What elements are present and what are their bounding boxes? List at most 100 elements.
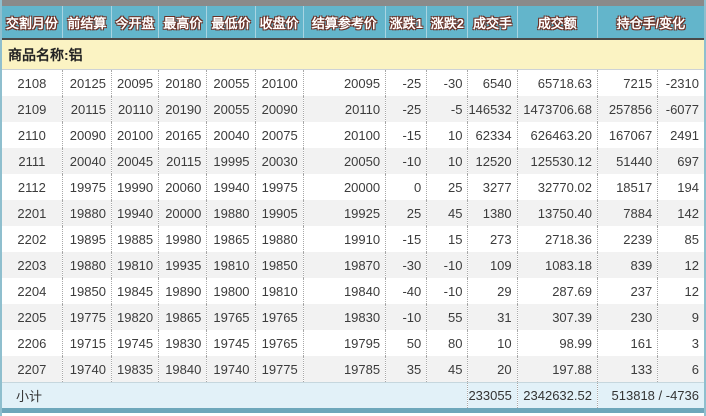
cell-change2: -30 bbox=[426, 69, 468, 96]
cell-settlement_ref: 19785 bbox=[302, 356, 386, 383]
cell-change1: -15 bbox=[385, 122, 427, 148]
table-row[interactable]: 2201 19880 19940 20000 19880 19905 19925 25 45 13… bbox=[2, 200, 704, 226]
column-header-high: 最高价 bbox=[158, 6, 207, 39]
cell-open_interest: 230 bbox=[596, 304, 658, 330]
column-header-volume: 成交手 bbox=[467, 6, 518, 39]
cell-change1: -15 bbox=[385, 226, 427, 252]
cell-turnover: 1083.18 bbox=[516, 252, 598, 278]
cell-prev_settlement: 19880 bbox=[61, 200, 112, 226]
cell-close: 19905 bbox=[254, 200, 304, 226]
cell-low: 19740 bbox=[206, 356, 256, 383]
cell-prev_settlement: 19880 bbox=[61, 252, 112, 278]
cell-turnover: 197.88 bbox=[516, 356, 598, 383]
subtotal-volume: 233055 bbox=[467, 382, 518, 408]
cell-month: 2207 bbox=[2, 356, 63, 383]
cell-prev_settlement: 19740 bbox=[61, 356, 112, 383]
cell-oi_change: 697 bbox=[657, 148, 704, 174]
cell-settlement_ref: 19840 bbox=[302, 278, 386, 304]
cell-month: 2203 bbox=[2, 252, 63, 278]
table-row[interactable]: 2205 19775 19820 19865 19765 19765 19830 -10 55 3… bbox=[2, 304, 704, 330]
cell-volume: 62334 bbox=[467, 122, 518, 148]
product-name-label: 商品名称:铝 bbox=[2, 38, 704, 70]
cell-prev_settlement: 20090 bbox=[61, 122, 112, 148]
cell-settlement_ref: 20095 bbox=[302, 69, 386, 96]
cell-settlement_ref: 20100 bbox=[302, 122, 386, 148]
cell-change2: 25 bbox=[426, 174, 468, 200]
column-header-change2: 涨跌2 bbox=[426, 6, 468, 39]
cell-settlement_ref: 20000 bbox=[302, 174, 386, 200]
cell-open_interest: 839 bbox=[596, 252, 658, 278]
cell-open_interest: 161 bbox=[596, 330, 658, 356]
cell-oi_change: 85 bbox=[657, 226, 704, 252]
cell-month: 2108 bbox=[17, 75, 47, 91]
cell-high: 19935 bbox=[158, 252, 207, 278]
cell-month: 2206 bbox=[17, 335, 47, 351]
column-header-open-interest-change: 持仓手/变化 bbox=[596, 6, 704, 39]
cell-prev_settlement: 20040 bbox=[61, 148, 112, 174]
cell-month: 2112 bbox=[17, 179, 46, 195]
cell-turnover: 32770.02 bbox=[516, 174, 598, 200]
cell-close: 20075 bbox=[254, 122, 304, 148]
column-header-close: 收盘价 bbox=[254, 6, 304, 39]
cell-change2: 10 bbox=[426, 122, 468, 148]
table-row[interactable]: 2112 19975 19990 20060 19940 19975 20000 0 25 327… bbox=[2, 174, 704, 200]
cell-close: 19880 bbox=[254, 226, 304, 252]
cell-low: 19745 bbox=[206, 330, 256, 356]
cell-volume: 10 bbox=[467, 330, 518, 356]
cell-change1: 25 bbox=[385, 200, 427, 226]
cell-high: 20190 bbox=[158, 96, 207, 122]
cell-open_interest: 167067 bbox=[596, 122, 658, 148]
cell-high: 19890 bbox=[158, 278, 207, 304]
cell-open_interest: 133 bbox=[596, 356, 658, 383]
cell-close: 19765 bbox=[254, 330, 304, 356]
cell-oi_change: 194 bbox=[657, 174, 704, 200]
cell-low: 19800 bbox=[206, 278, 256, 304]
table-row[interactable]: 2203 19880 19810 19935 19810 19850 19870 -30 -10… bbox=[2, 252, 704, 278]
cell-high: 20115 bbox=[158, 148, 207, 174]
cell-oi_change: 142 bbox=[657, 200, 704, 226]
table-row[interactable]: 2207 19740 19835 19840 19740 19775 19785 35 45 20… bbox=[2, 356, 704, 383]
table-row[interactable]: 2204 19850 19845 19890 19800 19810 19840 -40 -10… bbox=[2, 278, 704, 304]
cell-low: 20055 bbox=[206, 69, 256, 96]
table-row[interactable]: 2202 19895 19885 19980 19865 19880 19910 -15 15 2… bbox=[2, 226, 704, 252]
table-row[interactable]: 2111 20040 20045 20115 19995 20030 20050 -10 10 1… bbox=[2, 148, 704, 174]
cell-oi_change: 12 bbox=[657, 278, 704, 304]
subtotal-row: 小计 233055 2342632.52 513818 / -4736 bbox=[2, 382, 704, 408]
cell-change1: -30 bbox=[385, 252, 427, 278]
cell-change1: -10 bbox=[385, 304, 427, 330]
table-row[interactable]: 2110 20090 20100 20165 20040 20075 20100 -15 10 6… bbox=[2, 122, 704, 148]
cell-month: 2205 bbox=[2, 304, 63, 330]
cell-settlement_ref: 20050 bbox=[302, 148, 386, 174]
cell-high: 19980 bbox=[158, 226, 207, 252]
cell-open: 20110 bbox=[110, 96, 159, 122]
cell-month: 2111 bbox=[2, 148, 63, 174]
cell-turnover: 13750.40 bbox=[516, 200, 598, 226]
cell-oi_change: 6 bbox=[657, 356, 704, 383]
cell-open_interest: 7215 bbox=[596, 69, 658, 96]
cell-volume: 1380 bbox=[467, 200, 518, 226]
column-header-delivery-month: 交割月份 bbox=[2, 6, 63, 39]
column-header-settlement-ref: 结算参考价 bbox=[302, 6, 386, 39]
table-row[interactable]: 2108 20125 20095 20180 20055 20100 20095 -25 -30… bbox=[2, 69, 704, 96]
window-top-edge bbox=[2, 0, 704, 6]
subtotal-label: 小计 bbox=[2, 382, 468, 408]
cell-high: 20060 bbox=[158, 174, 207, 200]
cell-change2: 45 bbox=[426, 200, 468, 226]
cell-prev_settlement: 19895 bbox=[61, 226, 112, 252]
table-row[interactable]: 2206 19715 19745 19830 19745 19765 19795 50 80 10… bbox=[2, 330, 704, 356]
cell-low: 19765 bbox=[206, 304, 256, 330]
cell-turnover: 1473706.68 bbox=[516, 96, 598, 122]
cell-high: 19865 bbox=[158, 304, 207, 330]
cell-open: 20100 bbox=[110, 122, 159, 148]
cell-change2: 55 bbox=[426, 304, 468, 330]
table-row[interactable]: 2109 20115 20110 20190 20055 20090 20110 -25 -5 1… bbox=[2, 96, 704, 122]
column-header-change1: 涨跌1 bbox=[385, 6, 427, 39]
cell-close: 19850 bbox=[254, 252, 304, 278]
cell-high: 19840 bbox=[158, 356, 207, 383]
cell-close: 19810 bbox=[254, 278, 304, 304]
cell-low: 20055 bbox=[206, 96, 256, 122]
cell-open_interest: 2239 bbox=[596, 226, 658, 252]
cell-turnover: 98.99 bbox=[516, 330, 598, 356]
cell-oi_change: 12 bbox=[657, 252, 704, 278]
cell-high: 19830 bbox=[158, 330, 207, 356]
